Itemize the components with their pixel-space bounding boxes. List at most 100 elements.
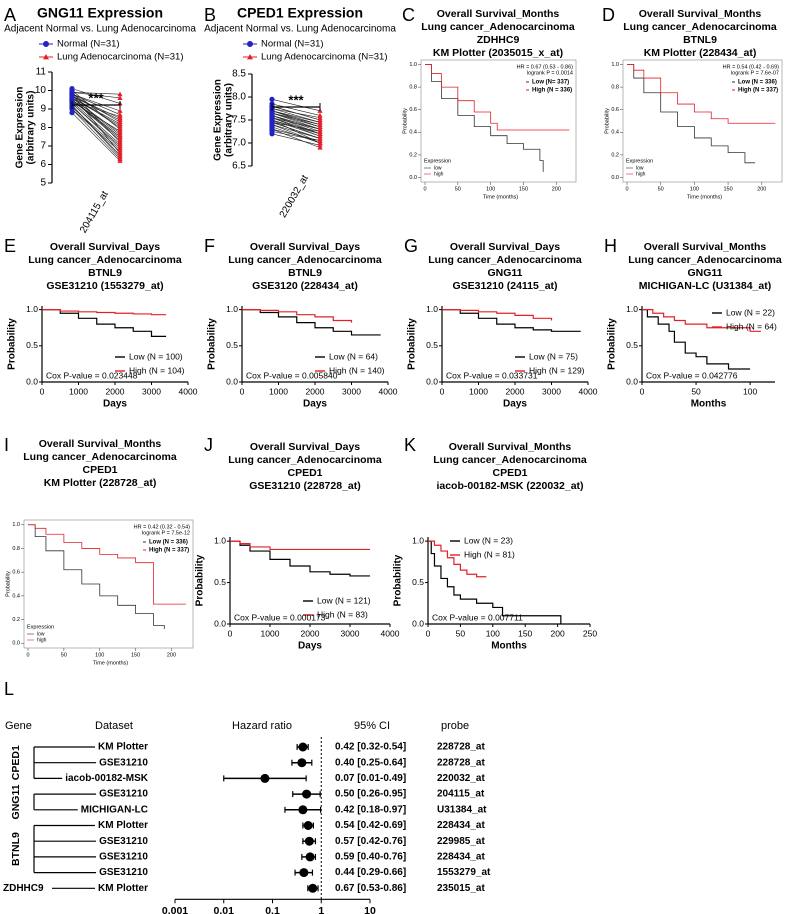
x-tick-label: 1000 [269,386,288,396]
probe-label: 204115_at [437,789,485,800]
y-tick-label: 0.0 [12,641,20,647]
survival-curve [442,309,581,332]
y-tick-label: 7.0 [232,138,246,149]
x-tick-label: 250 [583,628,597,638]
x-tick-label: 3000 [142,386,161,396]
chart-title: Lung cancer_Adenocarcinoma [628,254,782,266]
panel-letter: C [402,5,415,25]
y-tick-label: 1.0 [26,304,38,314]
y-tick-label: 0.8 [12,546,20,552]
legend-marker [247,54,253,60]
chart-title: ZDHHC9 [477,34,520,46]
data-point [117,158,123,163]
x-tick-label: 1 [318,905,324,914]
x-tick-label: 220032_at [278,173,311,220]
hazard-ratio-point [305,852,315,862]
x-tick-label: 0 [423,186,426,192]
x-tick-label: 3000 [342,386,361,396]
data-point [117,111,123,117]
pair-line [271,115,321,132]
pair-line [71,108,121,152]
y-tick-label: 0.2 [611,152,619,158]
x-tick-label: 150 [518,628,532,638]
chart-title: BTNL9 [88,267,122,279]
chart-title: Lung cancer_Adenocarcinoma [623,21,777,33]
y-tick-label: 0.0 [409,175,417,181]
y-axis-label: Probability [195,554,206,606]
ci-label: 0.44 [0.29-0.66] [335,867,406,878]
y-axis-label: Probability [407,318,418,370]
y-tick-label: 1.0 [409,62,417,68]
legend-label: high [434,171,444,177]
legend-label: High (N = 337) [738,88,778,94]
data-point [317,126,323,132]
x-tick-label: 50 [691,386,701,396]
x-tick-label: 150 [519,186,528,192]
hazard-ratio: HR = 0.54 (0.42 - 0.69) [723,64,780,70]
y-tick-label: 0.8 [611,85,619,91]
chart-title: Overall Survival_Months [644,241,767,253]
x-axis-label: Months [491,641,527,652]
hazard-ratio-point [308,883,318,893]
dataset-label: GSE31210 [99,867,148,878]
ci-label: 0.07 [0.01-0.49] [335,773,406,784]
pair-line [71,92,121,95]
survival-curve [642,309,761,332]
pair-line [71,106,121,150]
y-tick-label: 0.6 [409,107,417,113]
pair-line [271,103,321,116]
data-point [117,123,123,128]
y-axis-label: Probability [607,318,618,370]
legend-label: High (N = 129) [529,365,585,375]
x-tick-label: 2000 [301,628,320,638]
survival-curve [627,64,776,124]
legend-label: Normal (N=31) [57,39,120,50]
legend-label: Low (N = 336) [738,80,777,86]
probe-label: 229985_at [437,836,485,847]
x-tick-label: 2000 [506,386,525,396]
data-point [69,97,75,103]
legend-label: High (N = 140) [329,365,385,375]
legend-marker [247,41,253,47]
panel-letter: D [602,5,615,25]
pair-line [271,122,321,139]
chart-subtitle: Adjacent Normal vs. Lung Adenocarcinoma [204,24,396,35]
hazard-ratio-point [260,773,270,783]
y-tick-label: 0.5 [412,577,424,587]
logrank-p: logrank P = 7.6e-07 [731,70,779,76]
pair-line [271,99,321,112]
chart-title: Lung cancer_Adenocarcinoma [28,254,182,266]
data-point [69,110,75,116]
chart-title: Overall Survival_Days [450,241,560,253]
ci-label: 0.50 [0.26-0.95] [335,789,406,800]
chart-title: Overall Survival_Days [50,241,160,253]
probe-label: 1553279_at [437,867,491,878]
data-point [269,96,275,102]
y-tick-label: 8.0 [232,92,246,103]
survival-curve [42,309,167,316]
data-point [269,119,275,125]
y-tick-label: 0.4 [611,130,619,136]
chart-title: Overall Survival_Months [449,441,572,453]
panel-letter: G [404,236,418,256]
cox-p-value: Cox P-value = 0.042776 [646,370,738,380]
legend-label: Lung Adenocarcinoma (N=31) [57,52,183,63]
data-point [117,115,123,121]
x-tick-label: 204115_at [78,189,111,235]
survival-curve [242,309,353,323]
y-tick-label: 1.0 [426,304,438,314]
pair-line [271,124,321,139]
survival-curve [627,64,756,164]
y-axis-label: Probability [207,318,218,370]
legend-label: High (N = 336) [532,88,572,94]
data-point [269,126,275,132]
data-point [117,148,123,154]
y-tick-label: 0.0 [26,376,38,386]
y-tick-label: 6 [40,159,46,170]
chart-subtitle: Adjacent Normal vs. Lung Adenocarcinoma [4,24,196,35]
x-tick-label: 1000 [69,386,88,396]
survival-curve [428,540,562,624]
y-tick-label: 11 [36,67,47,78]
